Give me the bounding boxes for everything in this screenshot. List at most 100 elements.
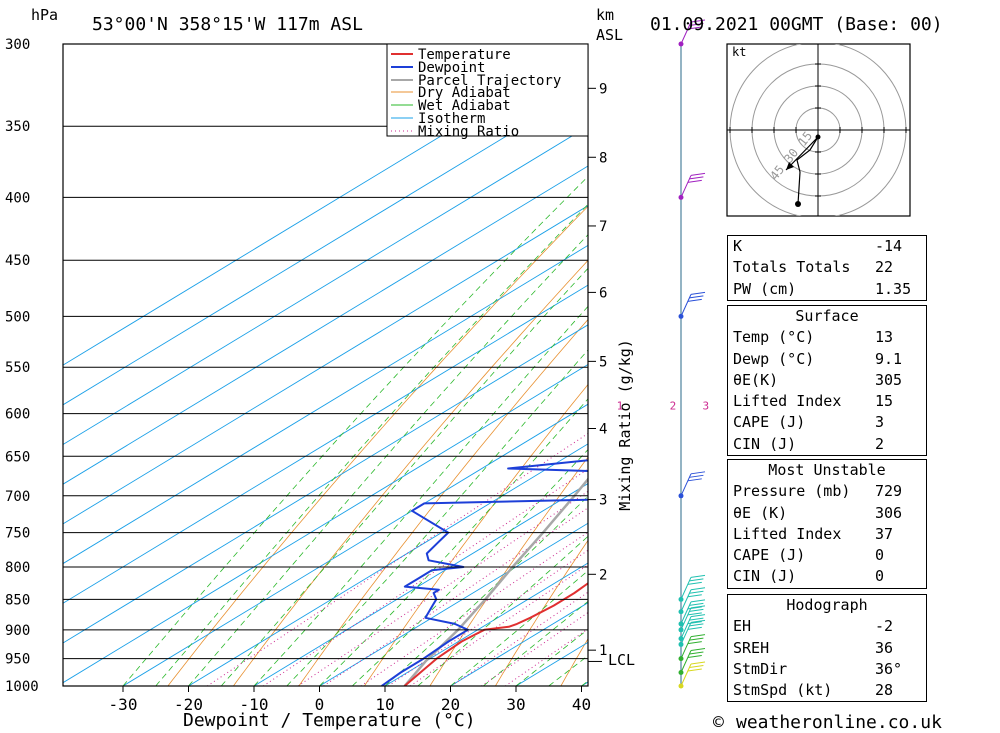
mu-row-cape: CAPE (J) 0	[733, 546, 885, 565]
mu-row-thetae: θE (K) 306	[733, 503, 903, 522]
pressure-tick-label: 600	[5, 407, 30, 423]
hodo-row-sreh: SREH 36	[733, 638, 894, 657]
legend: Temperature Dewpoint Parcel Trajectory D…	[386, 43, 589, 140]
mixing-ratio-line	[323, 507, 588, 686]
most-unstable-title: Most Unstable	[768, 461, 886, 479]
dry-adiabat	[954, 44, 1000, 686]
pressure-tick-label: 350	[5, 119, 30, 135]
isotherm	[122, 403, 588, 686]
isotherm	[319, 522, 588, 686]
x-tick-label: -20	[174, 695, 203, 714]
mu-row-cin: CIN (J) 0	[733, 567, 885, 586]
legend-dewpoint: Dewpoint	[418, 60, 485, 76]
height-tick-label: 7	[599, 219, 607, 235]
mixing-ratio-axis-label: Mixing Ratio (g/kg)	[616, 339, 634, 511]
isotherm	[253, 483, 588, 686]
x-tick-label: -10	[240, 695, 269, 714]
x-tick-label: 40	[572, 695, 591, 714]
dry-adiabat	[167, 205, 588, 686]
wind-barb	[680, 471, 706, 497]
x-tick-label: 10	[375, 695, 394, 714]
wind-barb	[680, 19, 706, 45]
dewpoint-line	[381, 459, 588, 686]
legend-parcel: Parcel Trajectory	[418, 73, 561, 89]
surface-row-cape: CAPE (J) 3	[733, 413, 885, 432]
height-tick-label: 4	[599, 422, 607, 438]
legend-isotherm: Isotherm	[418, 111, 485, 127]
height-tick-label: 3	[599, 493, 607, 509]
isotherm	[384, 562, 588, 686]
location-title: 53°00'N 358°15'W 117m ASL	[92, 14, 363, 35]
mixing-ratio-line	[263, 468, 588, 686]
legend-mixing-ratio: Mixing Ratio	[418, 124, 519, 140]
surface-row-dewp: Dewp (°C) 9.1	[733, 349, 903, 368]
hodo-row-eh: EH -2	[733, 617, 894, 636]
surface-table: Surface Temp (°C) 13 Dewp (°C) 9.1 θE(K) 30…	[727, 305, 927, 457]
surface-row-lifted: Lifted Index 15	[733, 392, 894, 411]
wet-adiabat	[483, 600, 588, 686]
wet-adiabat	[188, 234, 588, 686]
pressure-tick-label: 300	[5, 37, 30, 53]
isotherm	[63, 363, 588, 684]
copyright-symbol: ©	[713, 712, 724, 733]
pressure-tick-label: 900	[5, 623, 30, 639]
height-tick-label: 8	[599, 150, 607, 166]
pressure-tick-label: 500	[5, 309, 30, 325]
mixing-ratio-line	[297, 490, 588, 686]
isotherm	[63, 165, 588, 485]
hodo-row-stmspd: StmSpd (kt) 28	[733, 681, 894, 700]
hodograph-unit-label: kt	[732, 45, 747, 59]
parcel-trajectory-line	[403, 477, 588, 686]
legend-dry-adiabat: Dry Adiabat	[418, 85, 511, 101]
pressure-tick-label: 750	[5, 526, 30, 542]
mixing-ratio-value: 2	[670, 400, 677, 413]
wind-barb	[680, 574, 706, 600]
hodo-row-stmdir: StmDir 36°	[733, 659, 903, 678]
height-tick-label: 2	[599, 567, 607, 583]
legend-temperature: Temperature	[418, 47, 511, 63]
pressure-tick-label: 700	[5, 489, 30, 505]
pressure-tick-label: 550	[5, 360, 30, 376]
isotherm	[63, 324, 588, 644]
wet-adiabat	[220, 267, 588, 686]
wind-barb	[680, 291, 706, 317]
isotherm	[63, 125, 588, 446]
x-tick-label: 30	[506, 695, 525, 714]
wind-barb	[680, 605, 706, 631]
mu-row-pressure: Pressure (mb) 729	[733, 482, 903, 501]
wind-barb	[680, 634, 706, 659]
mixing-ratio-line	[388, 549, 588, 686]
pressure-tick-label: 950	[5, 652, 30, 668]
wind-barb	[680, 619, 706, 645]
wet-adiabat	[417, 535, 588, 686]
indices-top-table: K -14 Totals Totals 22 PW (cm) 1.35	[727, 235, 927, 301]
footer-site: weatheronline.co.uk	[736, 712, 942, 733]
surface-title: Surface	[795, 307, 859, 325]
hodograph-start	[815, 134, 821, 140]
pressure-tick-label: 450	[5, 253, 30, 269]
isotherm	[63, 86, 588, 406]
isotherm	[63, 244, 588, 565]
datetime-title: 01.09.2021 00GMT (Base: 00)	[650, 14, 943, 35]
mixing-ratio-value: 1	[617, 400, 624, 413]
mixing-ratio-line	[409, 564, 588, 686]
surface-row-cin: CIN (J) 2	[733, 434, 885, 453]
storm-motion-arrowhead	[786, 162, 794, 170]
hodograph-table: Hodograph EH -2 SREH 36 StmDir 36° StmSpd (…	[727, 594, 927, 703]
x-tick-label: 20	[441, 695, 460, 714]
dry-adiabat	[233, 259, 588, 686]
mixing-ratio-line	[451, 591, 588, 686]
dry-adiabat	[429, 456, 588, 686]
wet-adiabat	[319, 398, 588, 686]
km-axis-label: km	[596, 6, 614, 24]
x-tick-label: 0	[315, 695, 325, 714]
wind-barb	[680, 661, 706, 687]
wind-barb	[680, 587, 706, 612]
temperature-line	[403, 582, 588, 686]
height-tick-label: 9	[599, 81, 607, 97]
pressure-tick-label: 400	[5, 190, 30, 206]
surface-row-temp: Temp (°C) 13	[733, 328, 894, 347]
index-row-totals: Totals Totals 22	[733, 258, 894, 277]
dry-adiabat	[495, 539, 588, 686]
lcl-label: LCL	[608, 651, 635, 669]
